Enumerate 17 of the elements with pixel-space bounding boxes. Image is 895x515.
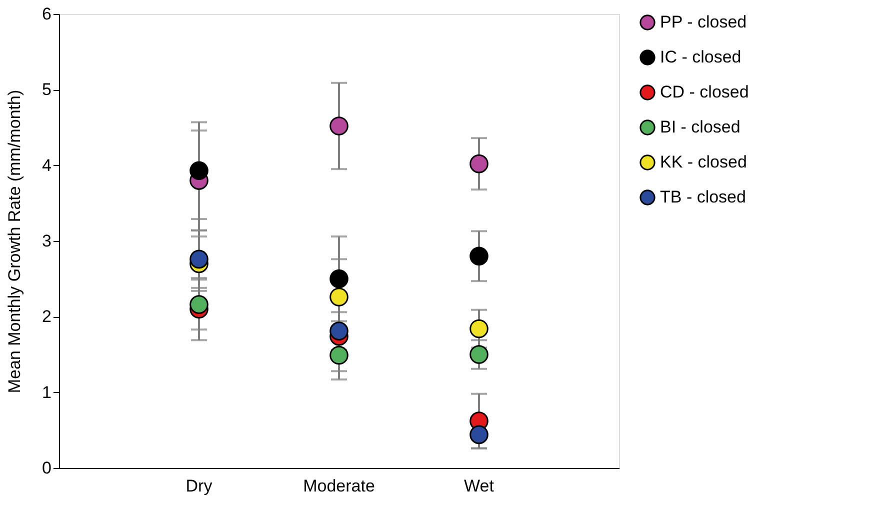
x-tick-label: Moderate xyxy=(303,476,375,496)
y-axis-title: Mean Monthly Growth Rate (mm/month) xyxy=(5,90,24,394)
legend-label: IC - closed xyxy=(660,48,742,66)
legend-label: KK - closed xyxy=(660,152,747,172)
legend-label: TB - closed xyxy=(660,188,746,206)
y-tick-label: 5 xyxy=(42,80,52,100)
y-tick-label: 3 xyxy=(42,232,52,250)
y-tick-label: 1 xyxy=(42,382,52,402)
legend-label: PP - closed xyxy=(660,12,747,32)
legend-label: CD - closed xyxy=(660,82,749,102)
y-tick-label: 0 xyxy=(42,458,52,478)
legend-label: BI - closed xyxy=(660,118,740,136)
y-tick-label: 4 xyxy=(42,156,52,175)
x-tick-label: Dry xyxy=(186,476,213,496)
x-tick-label: Wet xyxy=(464,476,494,496)
y-tick-label: 6 xyxy=(42,4,52,24)
y-tick-label: 2 xyxy=(42,307,52,326)
